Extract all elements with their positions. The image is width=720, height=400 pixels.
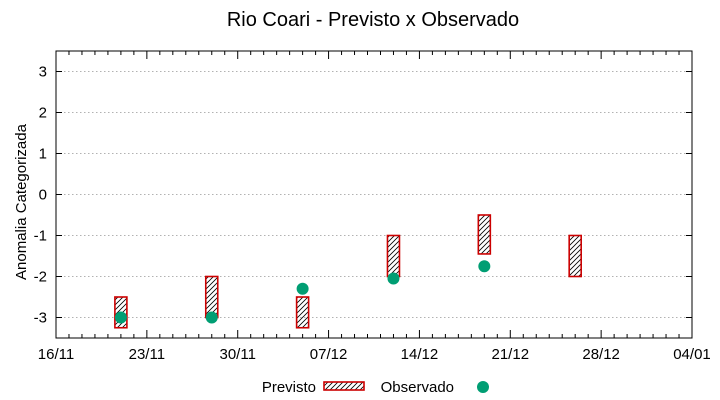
y-tick-label: -2 [34, 269, 47, 286]
y-tick-labels: 3 2 1 0 -1 -2 -3 [34, 64, 47, 327]
legend-marker-observado [477, 381, 489, 393]
x-tick-labels: 16/11 23/11 30/11 07/12 14/12 21/12 28/12 04/01 [38, 346, 711, 363]
legend-label-previsto: Previsto [262, 379, 316, 396]
y-tick-label: 0 [39, 187, 47, 204]
previsto-bar [386, 234, 401, 278]
observado-point [114, 311, 127, 324]
legend: Previsto Observado [262, 379, 489, 396]
observado-point [205, 311, 218, 324]
y-tick-label: 1 [39, 146, 47, 163]
y-tick-label: -1 [34, 228, 47, 245]
x-tick-label: 07/12 [310, 346, 348, 363]
y-tick-label: -3 [34, 310, 47, 327]
observado-point [478, 260, 491, 273]
legend-swatch-previsto [323, 381, 365, 391]
x-tick-label: 23/11 [129, 346, 165, 363]
x-tick-label: 14/12 [401, 346, 439, 363]
previsto-series [114, 214, 582, 329]
previsto-bar [477, 214, 492, 255]
y-tick-label: 3 [39, 64, 47, 81]
observado-series [114, 260, 491, 324]
previsto-bar [568, 234, 582, 278]
plot-frame [55, 50, 693, 339]
axis-ticks [55, 51, 693, 338]
observado-point [296, 282, 309, 295]
x-tick-label: 30/11 [219, 346, 255, 363]
legend-label-observado: Observado [381, 379, 454, 396]
x-tick-label: 28/12 [582, 346, 620, 363]
y-tick-label: 2 [39, 105, 47, 122]
previsto-bar [204, 275, 219, 319]
x-tick-label: 04/01 [673, 346, 711, 363]
x-tick-label: 16/11 [38, 346, 74, 363]
x-tick-label: 21/12 [492, 346, 530, 363]
grid-lines [56, 71, 692, 318]
y-axis-label: Anomalia Categorizada [13, 123, 30, 280]
observado-point [387, 272, 400, 285]
previsto-bar [295, 296, 310, 329]
chart-title: Rio Coari - Previsto x Observado [227, 9, 519, 31]
